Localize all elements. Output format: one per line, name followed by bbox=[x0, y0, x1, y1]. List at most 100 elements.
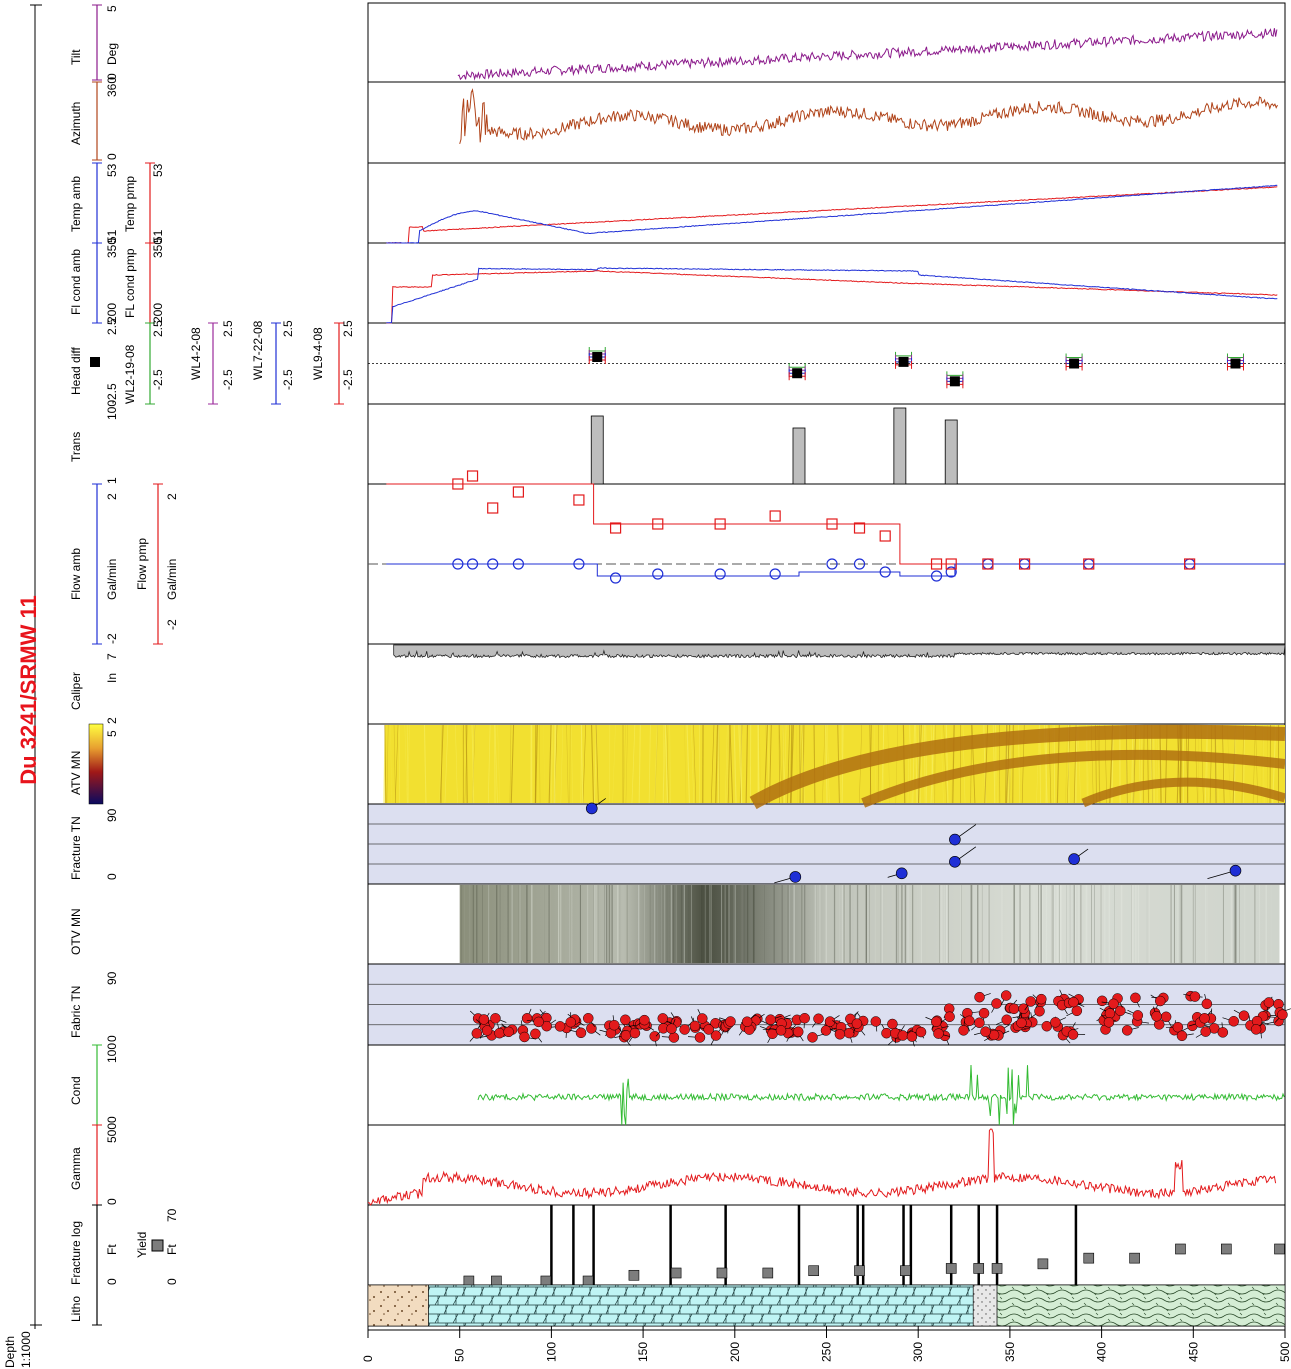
flow-ambient-point bbox=[714, 568, 726, 580]
azimuth-label: Azimuth bbox=[69, 102, 83, 145]
track-header-column: Du 3241/SRMW 11 Depth 1:1000 Tilt Deg 0 5 Az… bbox=[3, 4, 355, 1368]
flow-ambient-point bbox=[945, 566, 957, 578]
head-min: -2.5 bbox=[105, 383, 119, 404]
fabric-point bbox=[1130, 992, 1141, 1004]
wl9-min: -2.5 bbox=[341, 369, 355, 390]
yield-marker bbox=[1274, 1243, 1285, 1255]
fabric-point bbox=[1036, 993, 1047, 1005]
head-diff-label: Head diff bbox=[69, 347, 83, 395]
flow-pmp-label: Flow pmp bbox=[135, 538, 149, 590]
flow-ambient-point bbox=[879, 566, 891, 578]
fabric-point bbox=[1018, 1003, 1029, 1014]
flow-pump-point bbox=[945, 558, 957, 570]
fabric-point bbox=[1176, 1030, 1188, 1042]
track-frame-cond bbox=[367, 1044, 1286, 1126]
fabric-point bbox=[620, 1014, 631, 1026]
flow-pump-point bbox=[1083, 558, 1095, 570]
flow-amb-unit: Gal/min bbox=[105, 559, 119, 600]
fabric-point bbox=[978, 1007, 990, 1019]
fabric-point bbox=[813, 1013, 824, 1025]
flow-pump-point bbox=[1018, 558, 1031, 570]
track-frame-gamma bbox=[367, 1124, 1286, 1206]
yield-marker bbox=[670, 1267, 682, 1279]
fabric-point bbox=[1108, 998, 1119, 1010]
flow-ambient-point bbox=[853, 558, 866, 570]
head-legend-marker bbox=[90, 357, 100, 367]
flow-ambient-point bbox=[512, 558, 524, 570]
fabric-point bbox=[906, 1031, 918, 1042]
depth-tick-label: 450 bbox=[1186, 1342, 1200, 1362]
depth-tick-label: 150 bbox=[636, 1342, 650, 1362]
temp-pmp-min: 51 bbox=[151, 229, 165, 243]
depth-tick-label: 200 bbox=[728, 1342, 742, 1362]
wl2-label: WL2-19-08 bbox=[123, 344, 137, 404]
fabric-point bbox=[1000, 990, 1012, 1001]
depth-tick-label: 350 bbox=[1003, 1342, 1017, 1362]
yield-legend-marker bbox=[151, 1239, 164, 1252]
fabric-point bbox=[775, 1025, 787, 1036]
fabric-point bbox=[519, 1031, 530, 1043]
fracture-log-min: 0 bbox=[105, 1278, 119, 1285]
fabric-max: 90 bbox=[105, 971, 119, 985]
fabric-point bbox=[1200, 1026, 1211, 1037]
fabric-point bbox=[1016, 1017, 1027, 1029]
track-frame-trans bbox=[367, 403, 1286, 485]
caliper-min: 2 bbox=[105, 717, 119, 724]
fabric-point bbox=[1115, 1005, 1126, 1016]
fracture-point bbox=[895, 867, 908, 880]
fabric-point bbox=[1189, 991, 1201, 1002]
atv-band bbox=[1081, 777, 1285, 808]
flow-pump-point bbox=[466, 470, 479, 482]
fabric-point bbox=[897, 1030, 909, 1041]
yield-marker bbox=[491, 1275, 502, 1287]
trans-max: 100 bbox=[105, 400, 119, 420]
gamma-min: 0 bbox=[105, 1198, 119, 1205]
yield-min: 0 bbox=[165, 1278, 179, 1285]
flow-pmp-max: 2 bbox=[165, 493, 179, 500]
fracture-point bbox=[789, 871, 802, 883]
fabric-point bbox=[1025, 996, 1036, 1007]
fabric-point bbox=[1121, 1025, 1133, 1036]
trans-bar bbox=[893, 407, 907, 485]
plot-tracks bbox=[367, 2, 1291, 1327]
flow-pump-point bbox=[853, 522, 866, 534]
yield-marker bbox=[973, 1263, 985, 1274]
wl9-label: WL9-4-08 bbox=[311, 327, 325, 380]
trans-bar bbox=[792, 427, 806, 485]
fabric-point bbox=[1041, 1020, 1053, 1032]
fabric-point bbox=[649, 1031, 660, 1042]
fabric-point bbox=[1034, 1005, 1045, 1017]
fracture-tn-label: Fracture TN bbox=[69, 816, 83, 880]
depth-label: Depth bbox=[3, 1336, 17, 1368]
otv-texture bbox=[461, 885, 1272, 963]
fabric-point bbox=[629, 1027, 641, 1039]
fabric-point bbox=[725, 1016, 736, 1027]
fabric-point bbox=[1132, 1010, 1144, 1021]
fabric-point bbox=[1172, 1021, 1184, 1033]
flow-pmp-unit: Gal/min bbox=[165, 559, 179, 600]
cond-max: 100 bbox=[105, 1043, 119, 1063]
wl2-min: -2.5 bbox=[151, 369, 165, 390]
flow-ambient-point bbox=[466, 558, 479, 570]
azimuth-min: 0 bbox=[105, 153, 119, 160]
atv-max: 5 bbox=[105, 730, 119, 737]
cond-label: Cond bbox=[69, 1076, 83, 1105]
depth-tick-label: 100 bbox=[544, 1342, 558, 1362]
fabric-point bbox=[1103, 1017, 1115, 1028]
fabric-point bbox=[503, 1026, 514, 1038]
gamma-curve bbox=[367, 1128, 1277, 1206]
track-frame-fraclog bbox=[367, 1204, 1286, 1286]
yield-marker bbox=[854, 1265, 865, 1277]
depth-tick-label: 500 bbox=[1278, 1342, 1291, 1362]
tilt-curve bbox=[457, 28, 1278, 81]
flow-ambient-point bbox=[452, 558, 464, 570]
head-marker bbox=[898, 356, 909, 367]
trans-min: 1 bbox=[105, 477, 119, 484]
fabric-point bbox=[478, 1014, 490, 1025]
flow-pump-point bbox=[982, 558, 994, 570]
temp-pmp-max: 53 bbox=[151, 163, 165, 177]
fabric-point bbox=[1050, 1017, 1061, 1028]
fabric-point bbox=[1250, 1024, 1262, 1035]
fabric-point bbox=[887, 1018, 898, 1030]
litho-gravel bbox=[972, 1284, 998, 1327]
